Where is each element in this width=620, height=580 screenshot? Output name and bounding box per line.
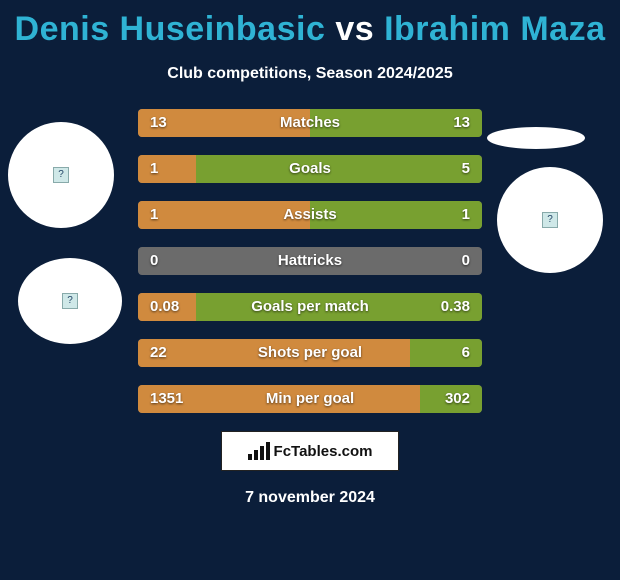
stat-value-right: 13	[453, 109, 470, 137]
stat-label: Assists	[138, 201, 482, 229]
stat-value-right: 302	[445, 385, 470, 413]
stat-label: Shots per goal	[138, 339, 482, 367]
bars-icon	[248, 442, 270, 460]
stat-row: 13Matches13	[138, 109, 482, 137]
stat-row: 0Hattricks0	[138, 247, 482, 275]
stat-row: 1351Min per goal302	[138, 385, 482, 413]
stat-value-right: 0	[462, 247, 470, 275]
missing-image-icon: ?	[62, 293, 78, 309]
stat-label: Min per goal	[138, 385, 482, 413]
footer-logo: FcTables.com	[221, 431, 399, 471]
stat-value-right: 6	[462, 339, 470, 367]
stat-label: Hattricks	[138, 247, 482, 275]
footer-logo-text: FcTables.com	[274, 443, 373, 460]
stat-row: 22Shots per goal6	[138, 339, 482, 367]
avatar: ?	[18, 258, 122, 344]
missing-image-icon: ?	[542, 212, 558, 228]
player1-name: Denis Huseinbasic	[15, 10, 326, 48]
avatar: ?	[497, 167, 603, 273]
stat-value-right: 5	[462, 155, 470, 183]
comparison-title: Denis Huseinbasic vs Ibrahim Maza	[0, 0, 620, 49]
subtitle: Club competitions, Season 2024/2025	[0, 65, 620, 83]
player2-name: Ibrahim Maza	[384, 10, 605, 48]
stat-row: 1Assists1	[138, 201, 482, 229]
stat-label: Matches	[138, 109, 482, 137]
stat-label: Goals per match	[138, 293, 482, 321]
vs-separator: vs	[335, 10, 374, 48]
missing-image-icon: ?	[53, 167, 69, 183]
stat-row: 1Goals5	[138, 155, 482, 183]
stat-value-right: 0.38	[441, 293, 470, 321]
stats-container: 13Matches131Goals51Assists10Hattricks00.…	[138, 109, 482, 413]
footer-date: 7 november 2024	[0, 489, 620, 507]
stat-value-right: 1	[462, 201, 470, 229]
stat-label: Goals	[138, 155, 482, 183]
avatar: ?	[8, 122, 114, 228]
stat-row: 0.08Goals per match0.38	[138, 293, 482, 321]
avatar	[487, 127, 585, 149]
